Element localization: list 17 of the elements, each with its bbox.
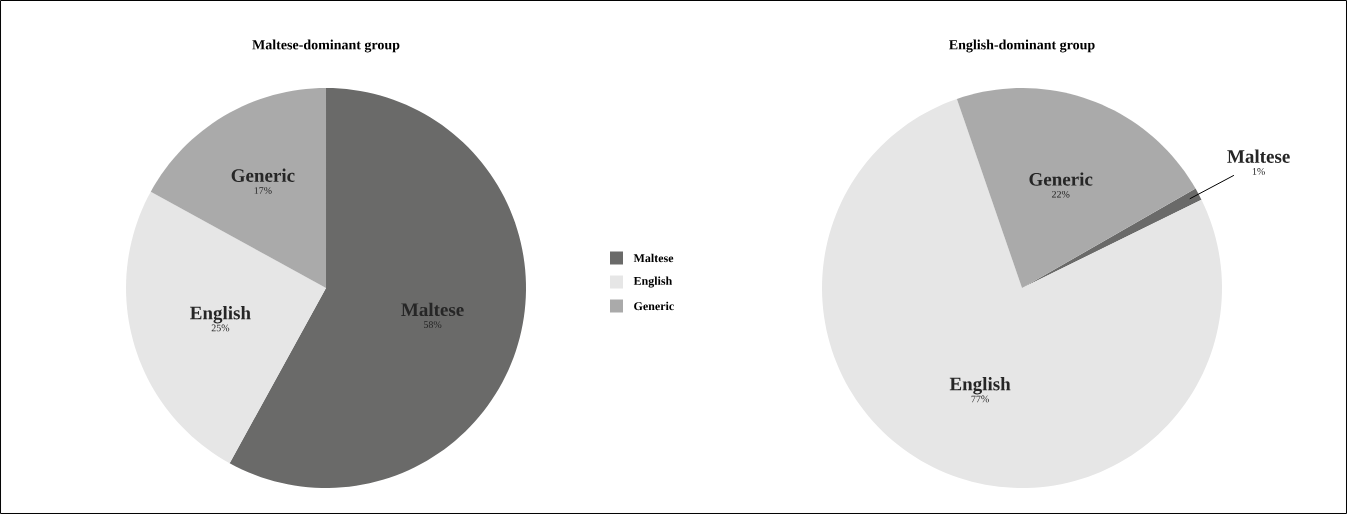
legend-label: English [633,276,673,288]
legend-label: Generic [634,301,674,311]
data-label: 25% [211,324,230,332]
slice-label: Maltese [401,302,464,317]
data-label: 1% [1252,168,1265,175]
data-label: 17% [254,187,272,194]
slice-label: English [190,306,251,324]
slice-label: Generic [231,168,295,182]
legend-label: Maltese [633,253,674,263]
slice-label: Generic [1029,172,1093,186]
chart-title: English-dominant group [949,39,1095,53]
data-label: 58% [423,321,442,329]
data-label: 77% [971,395,989,403]
data-label: 22% [1051,190,1070,198]
slice-label: Maltese [1227,149,1290,163]
slice-label: English [949,377,1011,395]
chart-title: Maltese-dominant group [252,39,400,53]
